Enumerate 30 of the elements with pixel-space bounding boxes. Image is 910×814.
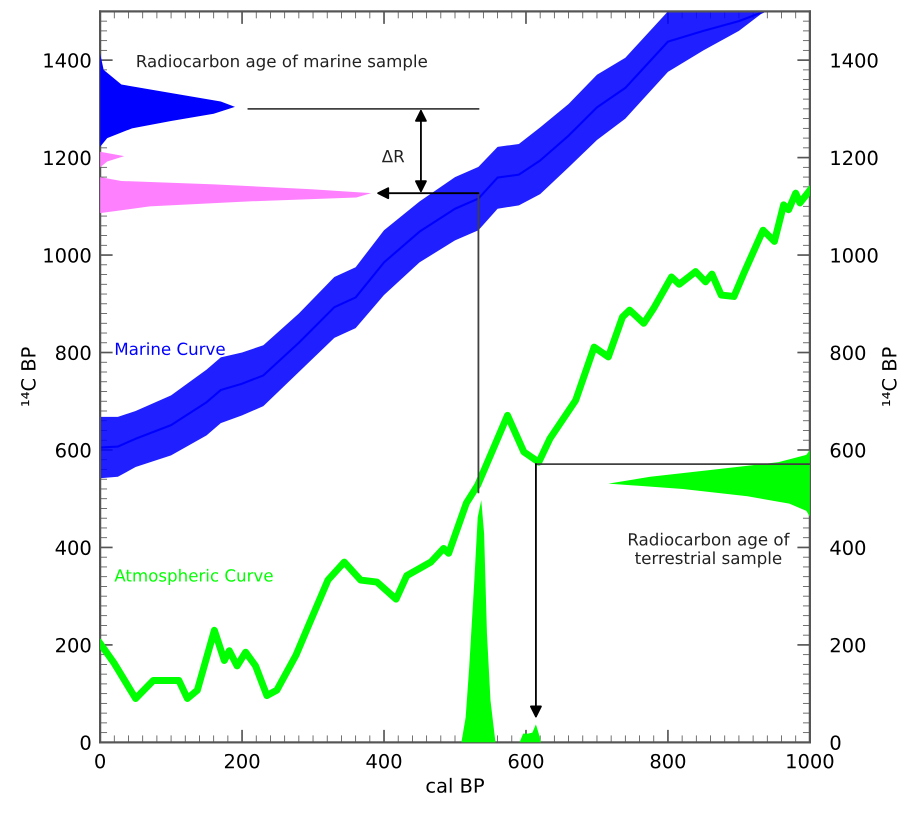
y2-tick-label: 1400 <box>831 53 878 68</box>
y2-tick-label: 400 <box>830 540 866 556</box>
y-tick-label: 1400 <box>44 53 90 68</box>
y2-tick-label: 600 <box>830 442 866 458</box>
y2-tick-label: 800 <box>830 345 866 360</box>
y-tick-label: 1200 <box>44 150 90 166</box>
y-tick-label: 400 <box>56 540 90 556</box>
annotation: Radiocarbon age of marine sample <box>137 54 427 71</box>
y-tick-label: 1000 <box>44 248 90 263</box>
x-tick-label: 600 <box>508 754 544 769</box>
y-tick-label: 600 <box>56 442 90 458</box>
y2-tick-label: 1000 <box>831 248 878 263</box>
annotation: Radiocarbon age of terrestrial sample <box>628 532 790 568</box>
x-tick-label: 400 <box>366 754 402 769</box>
x-tick-label: 800 <box>650 754 686 769</box>
y-tick-label: 200 <box>56 638 90 653</box>
series-label: Marine Curve <box>116 342 225 356</box>
annotation: ΔR <box>382 150 404 162</box>
y-tick-label: 800 <box>56 345 90 360</box>
x-tick-label: 0 <box>95 754 105 769</box>
text: Atmospheric Curve <box>114 568 273 585</box>
x-tick-label: 1000 <box>787 754 834 769</box>
y2-axis-title: ¹⁴C BP <box>882 347 897 406</box>
y2-tick-label: 1200 <box>831 150 878 166</box>
y-tick-label: 0 <box>80 735 90 750</box>
y2-tick-label: 200 <box>830 638 866 653</box>
x-axis-title: cal BP <box>426 778 484 793</box>
y-axis-title: ¹⁴C BP <box>21 347 36 406</box>
x-tick-label: 200 <box>224 754 260 769</box>
y2-tick-label: 0 <box>830 735 840 750</box>
